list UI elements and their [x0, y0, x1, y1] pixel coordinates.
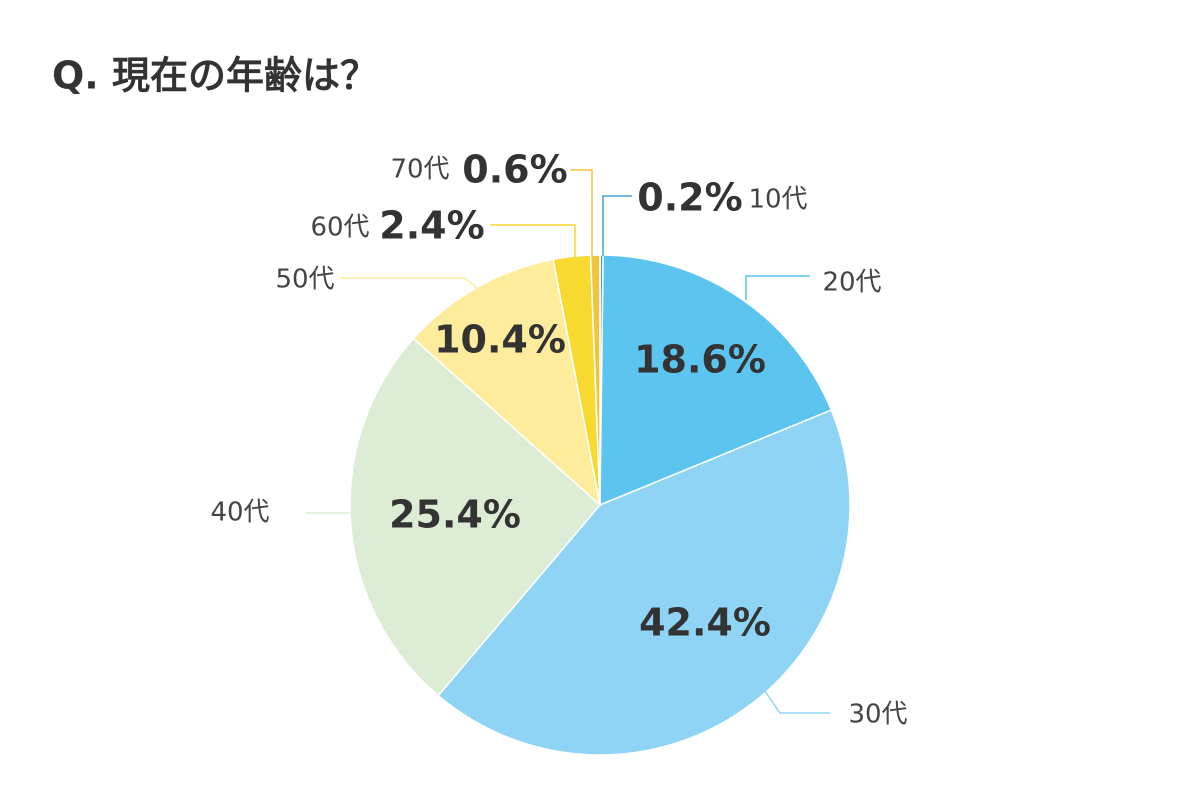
data-label: 42.4% — [639, 601, 771, 645]
leader-line — [745, 275, 810, 300]
category-label: 40代 — [210, 498, 269, 528]
category-label: 70代 — [390, 155, 449, 185]
data-label: 10.4% — [434, 318, 566, 362]
pie-slice — [599, 254, 833, 507]
leader-line — [602, 195, 632, 256]
pie-slice — [589, 254, 601, 506]
data-label: 2.4% — [379, 204, 484, 248]
data-label: 0.2% — [637, 176, 742, 220]
category-label: 60代 — [310, 213, 369, 243]
leader-line — [570, 169, 593, 256]
pie-slice — [437, 409, 851, 756]
leader-line — [340, 277, 486, 296]
leader-line — [759, 683, 830, 714]
category-label: 30代 — [848, 700, 907, 730]
leader-line — [490, 224, 576, 258]
data-label: 18.6% — [634, 338, 766, 382]
chart-title: Q. 現在の年齢は？ — [52, 54, 378, 98]
category-label: 10代 — [748, 185, 807, 215]
pie-slice — [349, 337, 602, 697]
data-label: 0.6% — [462, 148, 567, 192]
data-label: 25.4% — [389, 493, 521, 537]
category-label: 20代 — [822, 268, 881, 298]
category-label: 50代 — [275, 265, 334, 295]
